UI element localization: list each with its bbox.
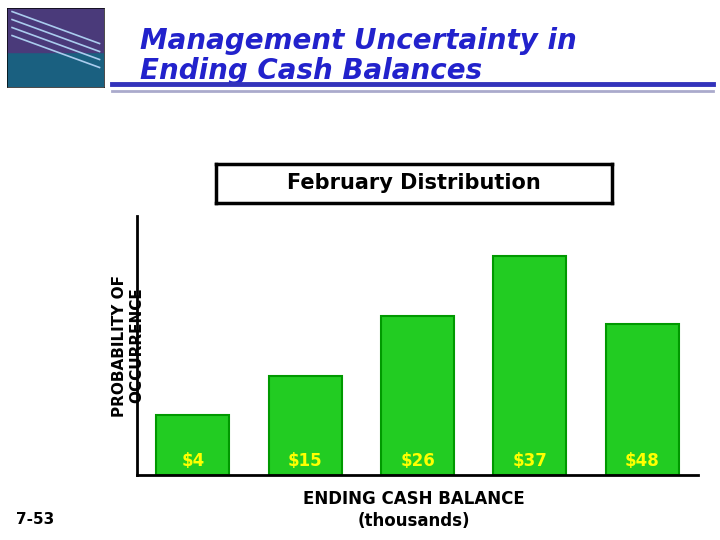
Y-axis label: PROBABILITY OF
OCCURRENCE: PROBABILITY OF OCCURRENCE bbox=[112, 275, 145, 416]
Text: $26: $26 bbox=[400, 453, 435, 470]
Bar bbox=[269, 375, 342, 475]
Text: $37: $37 bbox=[513, 453, 547, 470]
Bar bbox=[606, 323, 679, 475]
Bar bbox=[493, 256, 567, 475]
Text: $48: $48 bbox=[625, 453, 660, 470]
Text: ENDING CASH BALANCE: ENDING CASH BALANCE bbox=[303, 490, 525, 509]
Bar bbox=[7, 51, 104, 87]
Bar bbox=[7, 8, 104, 51]
Text: Management Uncertainty in: Management Uncertainty in bbox=[140, 27, 577, 55]
Text: February Distribution: February Distribution bbox=[287, 173, 541, 193]
Text: (thousands): (thousands) bbox=[358, 512, 470, 530]
Bar bbox=[381, 316, 454, 475]
Text: 7-53: 7-53 bbox=[16, 511, 54, 526]
Text: $4: $4 bbox=[181, 453, 204, 470]
Text: Ending Cash Balances: Ending Cash Balances bbox=[140, 57, 482, 85]
Text: $15: $15 bbox=[288, 453, 323, 470]
Bar bbox=[156, 415, 230, 475]
